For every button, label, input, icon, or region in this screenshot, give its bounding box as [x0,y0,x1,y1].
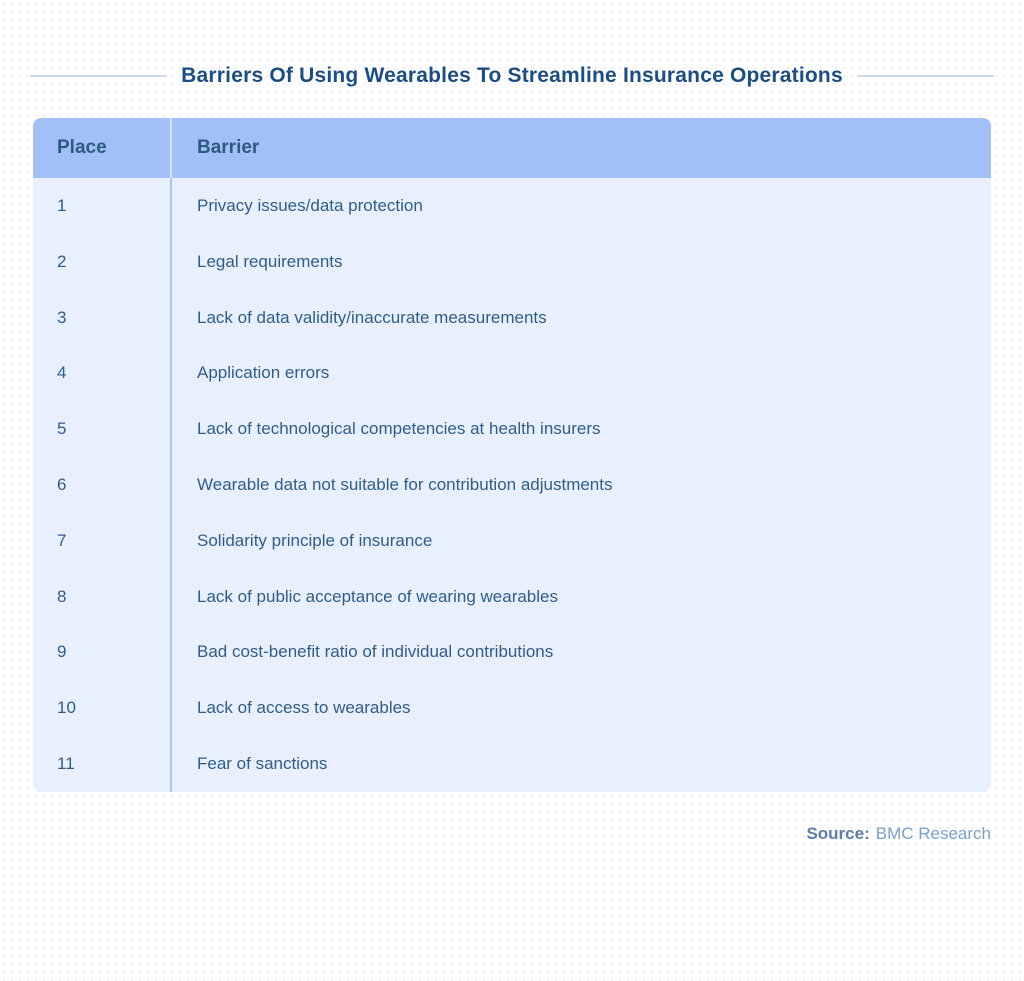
source-attribution: Source: BMC Research [0,824,991,844]
barrier-cell: Legal requirements [170,233,991,290]
table-row: 10 Lack of access to wearables [33,680,991,737]
table-row: 4 Application errors [33,345,991,402]
place-cell: 2 [57,251,67,271]
place-cell: 5 [57,419,67,439]
source-value: BMC Research [875,824,991,843]
barrier-cell: Application errors [170,345,991,402]
title-bar: Barriers Of Using Wearables To Streamlin… [30,64,995,88]
barrier-cell: Lack of public acceptance of wearing wea… [170,568,991,625]
table-row: 9 Bad cost-benefit ratio of individual c… [33,624,991,681]
page-title: Barriers Of Using Wearables To Streamlin… [181,64,843,87]
place-cell: 3 [57,307,67,327]
place-cell: 10 [57,698,76,718]
column-header-place: Place [57,137,107,158]
table-body: 1 Privacy issues/data protection 2 Legal… [33,178,991,792]
barrier-cell: Lack of data validity/inaccurate measure… [170,289,991,346]
table-row: 2 Legal requirements [33,233,991,290]
barrier-cell: Lack of technological competencies at he… [170,401,991,458]
barriers-table: Place Barrier 1 Privacy issues/data prot… [33,118,991,792]
place-cell: 1 [57,195,67,215]
place-cell: 7 [57,530,67,550]
place-cell: 8 [57,586,67,606]
table-row: 5 Lack of technological competencies at … [33,401,991,458]
place-cell: 11 [57,754,75,774]
barrier-cell: Wearable data not suitable for contribut… [170,457,991,513]
barrier-cell: Fear of sanctions [170,736,991,792]
source-label: Source: [806,824,870,843]
table-row: 11 Fear of sanctions [33,736,991,792]
barrier-cell: Solidarity principle of insurance [170,512,991,569]
table-row: 6 Wearable data not suitable for contrib… [33,457,991,513]
title-line-left [30,75,168,77]
barrier-cell: Bad cost-benefit ratio of individual con… [170,624,991,681]
title-line-right [856,75,995,77]
table-row: 1 Privacy issues/data protection [33,178,991,234]
place-cell: 6 [57,474,67,494]
barrier-cell: Lack of access to wearables [170,680,991,737]
table-row: 3 Lack of data validity/inaccurate measu… [33,289,991,346]
column-header-barrier: Barrier [170,118,991,178]
barrier-cell: Privacy issues/data protection [170,178,991,234]
place-cell: 4 [57,363,67,383]
table-row: 7 Solidarity principle of insurance [33,512,991,569]
table-header-row: Place Barrier [33,118,991,178]
table-row: 8 Lack of public acceptance of wearing w… [33,568,991,625]
place-cell: 9 [57,642,67,662]
